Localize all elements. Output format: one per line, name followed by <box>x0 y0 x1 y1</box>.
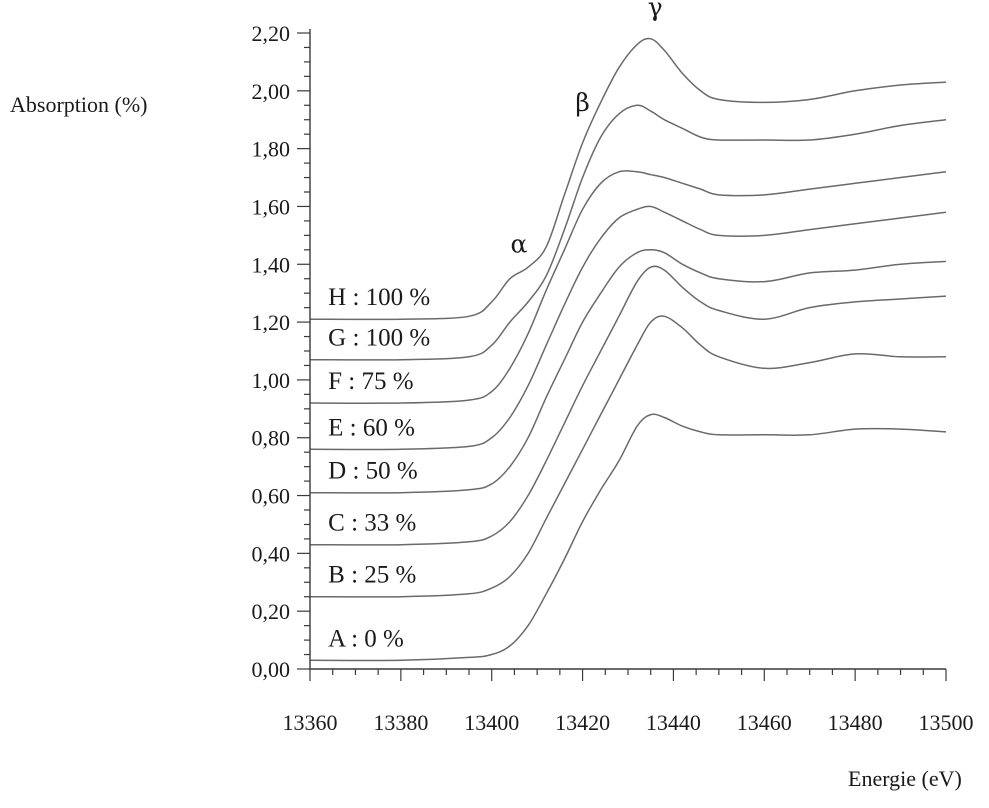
series-label-a: A : 0 % <box>328 625 404 652</box>
x-tick-label: 13380 <box>373 710 428 735</box>
series-label-b: B : 25 % <box>328 562 416 589</box>
x-tick-label: 13400 <box>464 710 519 735</box>
series-line-h <box>309 37 947 321</box>
x-tick-label: 13440 <box>646 710 701 735</box>
series-line-d <box>309 249 947 494</box>
series-labels: A : 0 % B : 25 % C : 33 % D : 50 % E : 60 % F… <box>328 284 430 652</box>
y-axis-ticks: 0,00 0,20 0,40 0,60 0,80 1,00 1,20 1,40 1,60 1,80… <box>252 21 310 682</box>
y-axis-title: Absorption (%) <box>10 92 147 117</box>
series-line-c <box>309 265 947 546</box>
y-tick-label: 0,00 <box>252 657 291 682</box>
annotation-label: γ <box>648 0 663 22</box>
y-tick-label: 1,40 <box>252 252 291 277</box>
series-line-b <box>309 315 947 598</box>
y-tick-label: 2,20 <box>252 21 291 46</box>
annotations: α β γ <box>511 0 663 259</box>
series-label-g: G : 100 % <box>328 325 430 352</box>
series-line-e <box>309 205 947 451</box>
y-tick-label: 0,60 <box>252 484 291 509</box>
y-tick-label: 0,80 <box>252 426 291 451</box>
y-tick-label: 1,80 <box>252 137 291 162</box>
y-tick-label: 1,00 <box>252 368 291 393</box>
x-tick-label: 13480 <box>828 710 883 735</box>
y-tick-label: 0,20 <box>252 599 291 624</box>
series-label-c: C : 33 % <box>328 510 416 537</box>
x-axis-ticks: 13360 13380 13400 13420 13440 13460 13480 13500 <box>283 669 974 735</box>
x-axis-title: Energie (eV) <box>848 766 962 791</box>
y-tick-label: 2,00 <box>252 79 291 104</box>
y-tick-label: 0,40 <box>252 541 291 566</box>
series-line-g <box>309 104 947 361</box>
x-tick-label: 13460 <box>737 710 792 735</box>
y-tick-label: 1,60 <box>252 194 291 219</box>
y-tick-label: 1,20 <box>252 310 291 335</box>
annotation-label: α <box>511 230 528 259</box>
series-line-a <box>309 413 947 662</box>
annotation-label: β <box>575 88 589 117</box>
series-curves <box>309 37 947 662</box>
series-label-f: F : 75 % <box>328 368 413 395</box>
series-label-d: D : 50 % <box>328 458 418 485</box>
x-tick-label: 13360 <box>283 710 338 735</box>
x-tick-label: 13500 <box>919 710 974 735</box>
series-label-h: H : 100 % <box>328 284 430 311</box>
x-tick-label: 13420 <box>555 710 610 735</box>
series-line-f <box>309 170 947 404</box>
series-label-e: E : 60 % <box>328 414 415 441</box>
